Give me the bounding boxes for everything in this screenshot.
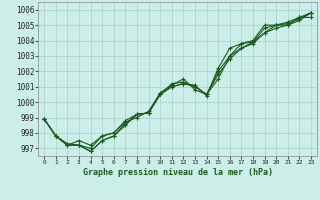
X-axis label: Graphe pression niveau de la mer (hPa): Graphe pression niveau de la mer (hPa) [83,168,273,177]
